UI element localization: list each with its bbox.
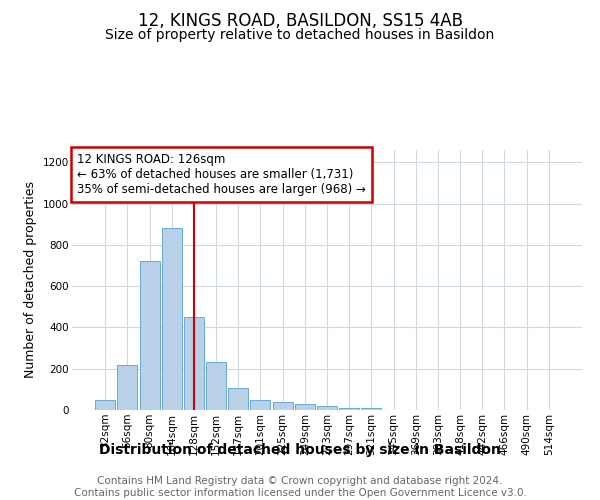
Bar [228, 388, 248, 410]
Bar [317, 406, 337, 410]
Bar [361, 408, 382, 410]
Bar [95, 400, 115, 410]
Text: 12 KINGS ROAD: 126sqm
← 63% of detached houses are smaller (1,731)
35% of semi-d: 12 KINGS ROAD: 126sqm ← 63% of detached … [77, 152, 366, 196]
Text: Distribution of detached houses by size in Basildon: Distribution of detached houses by size … [99, 443, 501, 457]
Bar [250, 400, 271, 410]
Text: Contains HM Land Registry data © Crown copyright and database right 2024.
Contai: Contains HM Land Registry data © Crown c… [74, 476, 526, 498]
Bar [272, 402, 293, 410]
Bar [118, 364, 137, 410]
Bar [206, 362, 226, 410]
Bar [339, 408, 359, 410]
Text: Size of property relative to detached houses in Basildon: Size of property relative to detached ho… [106, 28, 494, 42]
Bar [184, 317, 204, 410]
Bar [162, 228, 182, 410]
Y-axis label: Number of detached properties: Number of detached properties [25, 182, 37, 378]
Text: 12, KINGS ROAD, BASILDON, SS15 4AB: 12, KINGS ROAD, BASILDON, SS15 4AB [137, 12, 463, 30]
Bar [140, 262, 160, 410]
Bar [295, 404, 315, 410]
